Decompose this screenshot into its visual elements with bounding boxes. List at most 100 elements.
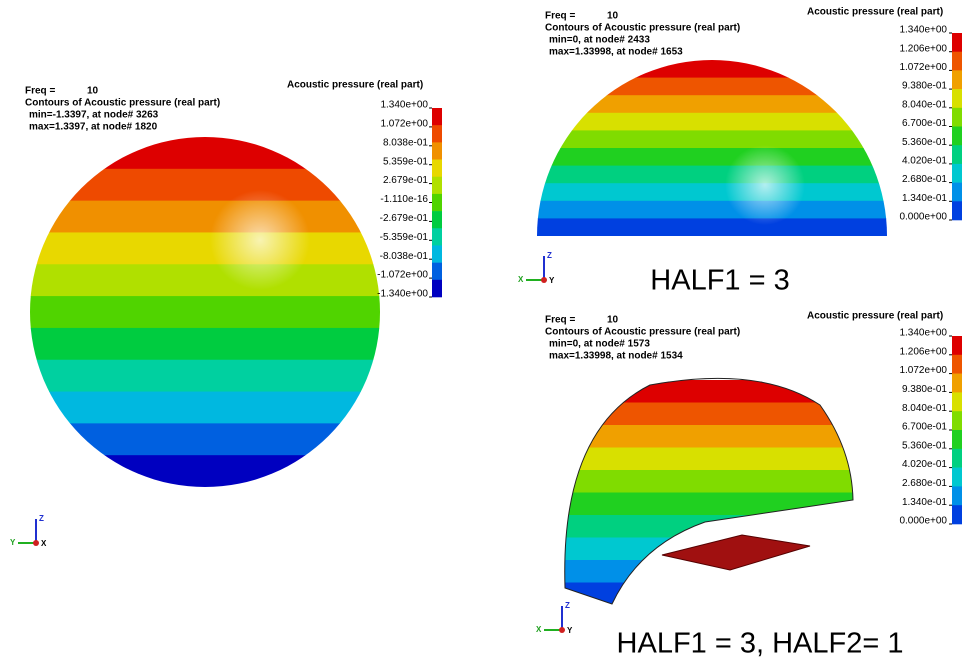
legend-swatch	[952, 107, 962, 127]
legend-label: 1.206e+00	[899, 346, 947, 357]
legend-label: 1.340e-01	[902, 497, 947, 508]
legend-label: 8.040e-01	[902, 99, 947, 110]
legend-label: 6.700e-01	[902, 118, 947, 129]
legend-label: -5.359e-01	[380, 232, 429, 243]
legend-label: -1.072e+00	[377, 270, 428, 281]
legend-swatch	[432, 245, 442, 263]
legend-swatch	[432, 125, 442, 143]
legend-label: 5.360e-01	[902, 137, 947, 148]
contour-band	[564, 515, 853, 538]
triad-origin	[541, 277, 547, 283]
legend-label: 1.206e+00	[899, 43, 947, 54]
contour-band	[537, 183, 887, 202]
caption: HALF1 = 3, HALF2= 1	[617, 628, 904, 660]
legend-swatch	[432, 228, 442, 246]
legend-swatch	[952, 392, 962, 412]
legend-swatch	[952, 33, 962, 52]
legend-label: 4.020e-01	[902, 459, 947, 470]
legend-label: 0.000e+00	[899, 516, 947, 527]
triad-origin	[559, 627, 565, 633]
legend-swatch	[952, 373, 962, 393]
triad-label: X	[41, 539, 47, 548]
contour-band	[30, 264, 380, 297]
legend-swatch	[432, 262, 442, 281]
legend-swatch	[952, 70, 962, 90]
freq-value: 10	[607, 11, 619, 22]
legend-label: 2.680e-01	[902, 478, 947, 489]
legend-label: -1.340e+00	[377, 289, 428, 300]
legend-swatch	[952, 354, 962, 374]
legend-swatch	[432, 159, 442, 178]
contour-band	[30, 296, 380, 329]
triad-label: Y	[549, 276, 555, 285]
legend-swatch	[432, 279, 442, 298]
triad-label: Y	[10, 538, 16, 547]
legend-swatch	[952, 182, 962, 202]
freq-label: Freq =	[545, 315, 575, 326]
freq-value: 10	[607, 315, 619, 326]
legend-label: 0.000e+00	[899, 212, 947, 223]
triad-label: X	[518, 275, 524, 284]
max-info: max=1.33998, at node# 1653	[549, 47, 683, 58]
highlight	[210, 190, 310, 290]
legend-label: 1.340e-01	[902, 193, 947, 204]
triad-origin	[33, 540, 39, 546]
legend-swatch	[432, 211, 442, 229]
legend-swatch	[952, 201, 962, 221]
legend-swatch	[952, 411, 962, 431]
legend-label: -8.038e-01	[380, 251, 429, 262]
contour-band	[564, 402, 853, 426]
contour-band	[564, 582, 853, 604]
legend-label: 1.072e+00	[899, 62, 947, 73]
max-info: max=1.3397, at node# 1820	[29, 122, 158, 133]
legend-label: 9.380e-01	[902, 384, 947, 395]
sphere	[30, 137, 380, 487]
contour-band	[30, 359, 380, 393]
legend-label: 1.072e+00	[899, 365, 947, 376]
legend-label: 4.020e-01	[902, 156, 947, 167]
legend-label: 5.359e-01	[383, 156, 428, 167]
contour-band	[537, 218, 887, 236]
legend-swatch	[952, 51, 962, 71]
contour-band	[564, 492, 853, 516]
legend-swatch	[432, 142, 442, 160]
min-info: min=0, at node# 1573	[549, 339, 650, 350]
triad-label: Y	[567, 626, 573, 635]
contour-band	[30, 137, 380, 170]
contour-band	[30, 168, 380, 202]
plate	[661, 534, 811, 571]
contour-band	[537, 165, 887, 184]
legend-swatch	[432, 176, 442, 195]
legend-label: 8.040e-01	[902, 403, 947, 414]
legend-swatch	[952, 486, 962, 506]
contour-band	[537, 200, 887, 219]
min-info: min=-1.3397, at node# 3263	[29, 110, 159, 121]
contour-band	[537, 112, 887, 131]
legend-label: 2.679e-01	[383, 175, 428, 186]
legend-swatch	[952, 145, 962, 165]
contour-band	[537, 77, 887, 96]
legend-label: -1.110e-16	[380, 194, 428, 205]
contour-band	[30, 423, 380, 456]
contour-band	[537, 148, 887, 167]
freq-value: 10	[87, 86, 99, 97]
contour-band	[537, 60, 887, 79]
contour-band	[564, 380, 853, 403]
legend-label: 2.680e-01	[902, 174, 947, 185]
legend-swatch	[952, 467, 962, 487]
shell-outline	[564, 377, 854, 605]
legend-label: -2.679e-01	[380, 213, 429, 224]
contour-band	[564, 470, 853, 493]
legend-label: 1.340e+00	[380, 100, 428, 111]
highlight	[725, 145, 805, 225]
legend-swatch	[432, 193, 442, 212]
legend-swatch	[952, 448, 962, 468]
contour-band	[564, 447, 853, 471]
legend-swatch	[952, 126, 962, 146]
quarter-shell	[564, 380, 853, 604]
triad-label: Z	[39, 514, 44, 523]
legend-title: Acoustic pressure (real part)	[807, 7, 943, 18]
legend-swatch	[432, 108, 442, 126]
contour-band	[30, 391, 380, 424]
